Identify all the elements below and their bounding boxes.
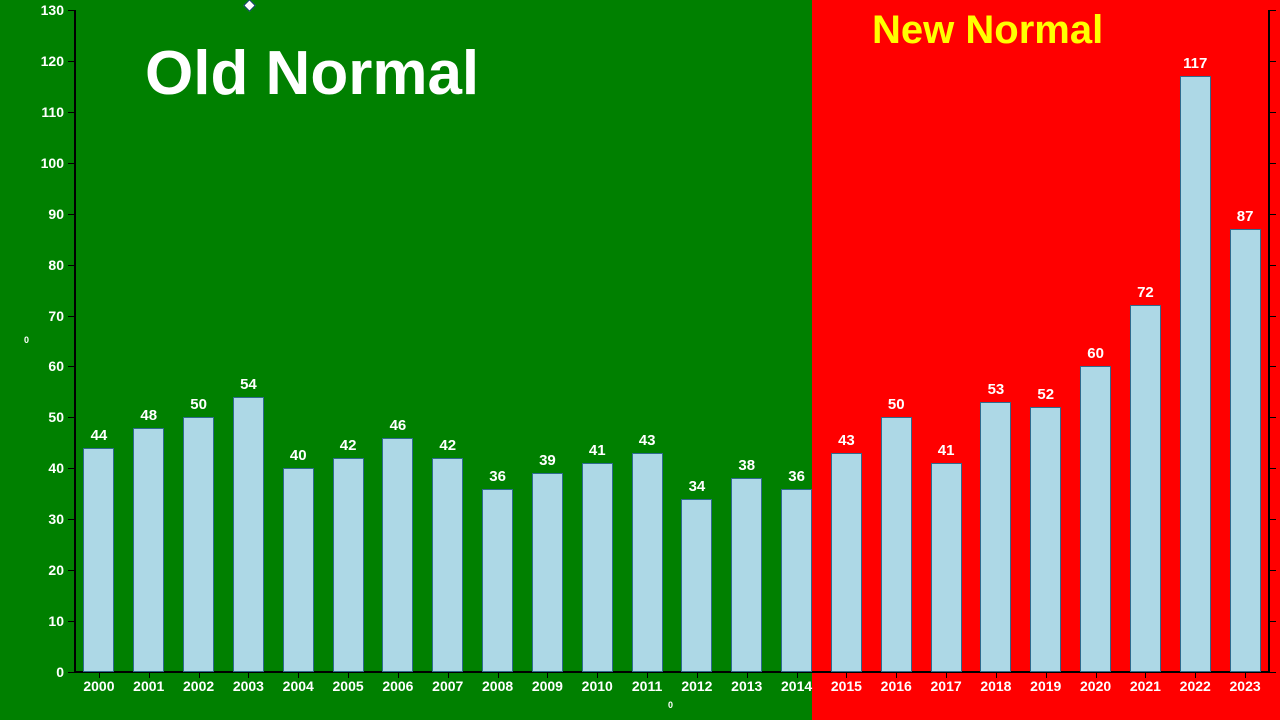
bar-value-label: 72 — [1120, 284, 1170, 301]
bar — [382, 438, 413, 672]
bar-value-label: 50 — [871, 396, 921, 413]
y-tick-label: 30 — [14, 511, 64, 527]
y-tick-mark — [68, 112, 74, 113]
x-axis-title: 0 — [668, 700, 673, 710]
y-tick-mark-right — [1270, 417, 1276, 418]
bar-value-label: 53 — [971, 381, 1021, 398]
bar — [632, 453, 663, 672]
y-tick-label: 80 — [14, 257, 64, 273]
bar — [133, 428, 164, 672]
x-tick-label: 2023 — [1215, 678, 1275, 694]
bar — [881, 417, 912, 672]
bar-value-label: 42 — [323, 437, 373, 454]
bar — [233, 397, 264, 672]
y-axis-title: 0 — [24, 335, 29, 345]
bar — [1180, 76, 1211, 672]
bar-value-label: 46 — [373, 417, 423, 434]
bar-value-label: 44 — [74, 427, 124, 444]
bar — [432, 458, 463, 672]
bar-value-label: 50 — [174, 396, 224, 413]
y-tick-mark — [68, 163, 74, 164]
bar-value-label: 43 — [821, 432, 871, 449]
y-tick-mark — [68, 570, 74, 571]
bar — [1230, 229, 1261, 672]
y-tick-mark-right — [1270, 214, 1276, 215]
bar-value-label: 87 — [1220, 208, 1270, 225]
bar-value-label: 34 — [672, 478, 722, 495]
bar-value-label: 41 — [572, 442, 622, 459]
y-tick-mark-right — [1270, 265, 1276, 266]
y-tick-label: 70 — [14, 308, 64, 324]
bar-value-label: 117 — [1170, 55, 1220, 72]
bar — [183, 417, 214, 672]
y-tick-mark-right — [1270, 112, 1276, 113]
y-tick-mark-right — [1270, 468, 1276, 469]
y-tick-mark — [68, 519, 74, 520]
bar-value-label: 48 — [124, 407, 174, 424]
y-tick-mark-right — [1270, 519, 1276, 520]
y-tick-label: 90 — [14, 206, 64, 222]
y-tick-mark-right — [1270, 163, 1276, 164]
y-tick-mark — [68, 468, 74, 469]
y-tick-label: 0 — [14, 664, 64, 680]
bar — [1080, 366, 1111, 672]
bar — [931, 463, 962, 672]
y-tick-label: 120 — [14, 53, 64, 69]
bar — [283, 468, 314, 672]
bar — [1130, 305, 1161, 672]
bar-value-label: 52 — [1021, 386, 1071, 403]
bar-value-label: 60 — [1071, 345, 1121, 362]
y-tick-label: 10 — [14, 613, 64, 629]
y-tick-mark — [68, 366, 74, 367]
bar-value-label: 36 — [473, 468, 523, 485]
y-tick-label: 130 — [14, 2, 64, 18]
bar — [731, 478, 762, 672]
bar-value-label: 39 — [522, 452, 572, 469]
y-tick-mark — [68, 214, 74, 215]
y-tick-mark-right — [1270, 672, 1276, 673]
y-tick-mark — [68, 265, 74, 266]
bar — [831, 453, 862, 672]
bar — [83, 448, 114, 672]
bar-value-label: 41 — [921, 442, 971, 459]
bar — [582, 463, 613, 672]
bar — [1030, 407, 1061, 672]
y-tick-mark — [68, 417, 74, 418]
y-tick-mark-right — [1270, 61, 1276, 62]
bar-value-label: 43 — [622, 432, 672, 449]
bar-value-label: 36 — [772, 468, 822, 485]
bar — [781, 489, 812, 672]
chart-root: Old Normal New Normal 010203040506070809… — [0, 0, 1280, 720]
y-tick-mark-right — [1270, 10, 1276, 11]
bar — [980, 402, 1011, 672]
bar — [681, 499, 712, 672]
y-tick-mark-right — [1270, 316, 1276, 317]
y-tick-label: 60 — [14, 358, 64, 374]
y-tick-mark — [68, 10, 74, 11]
y-tick-label: 40 — [14, 460, 64, 476]
bar-value-label: 40 — [273, 447, 323, 464]
y-tick-mark-right — [1270, 621, 1276, 622]
bar — [482, 489, 513, 672]
y-tick-mark — [68, 61, 74, 62]
bar — [333, 458, 364, 672]
y-tick-mark — [68, 316, 74, 317]
y-tick-label: 110 — [14, 104, 64, 120]
y-tick-label: 50 — [14, 409, 64, 425]
y-tick-label: 20 — [14, 562, 64, 578]
y-axis-line — [74, 10, 76, 672]
y-tick-mark-right — [1270, 366, 1276, 367]
y-tick-mark — [68, 672, 74, 673]
bar — [532, 473, 563, 672]
bar-value-label: 54 — [223, 376, 273, 393]
bar-value-label: 42 — [423, 437, 473, 454]
y-tick-mark-right — [1270, 570, 1276, 571]
plot-area: 0102030405060708090100110120130442000482… — [74, 10, 1270, 672]
y-tick-mark — [68, 621, 74, 622]
y-tick-label: 100 — [14, 155, 64, 171]
y-axis-line-right — [1268, 10, 1270, 672]
bar-value-label: 38 — [722, 457, 772, 474]
